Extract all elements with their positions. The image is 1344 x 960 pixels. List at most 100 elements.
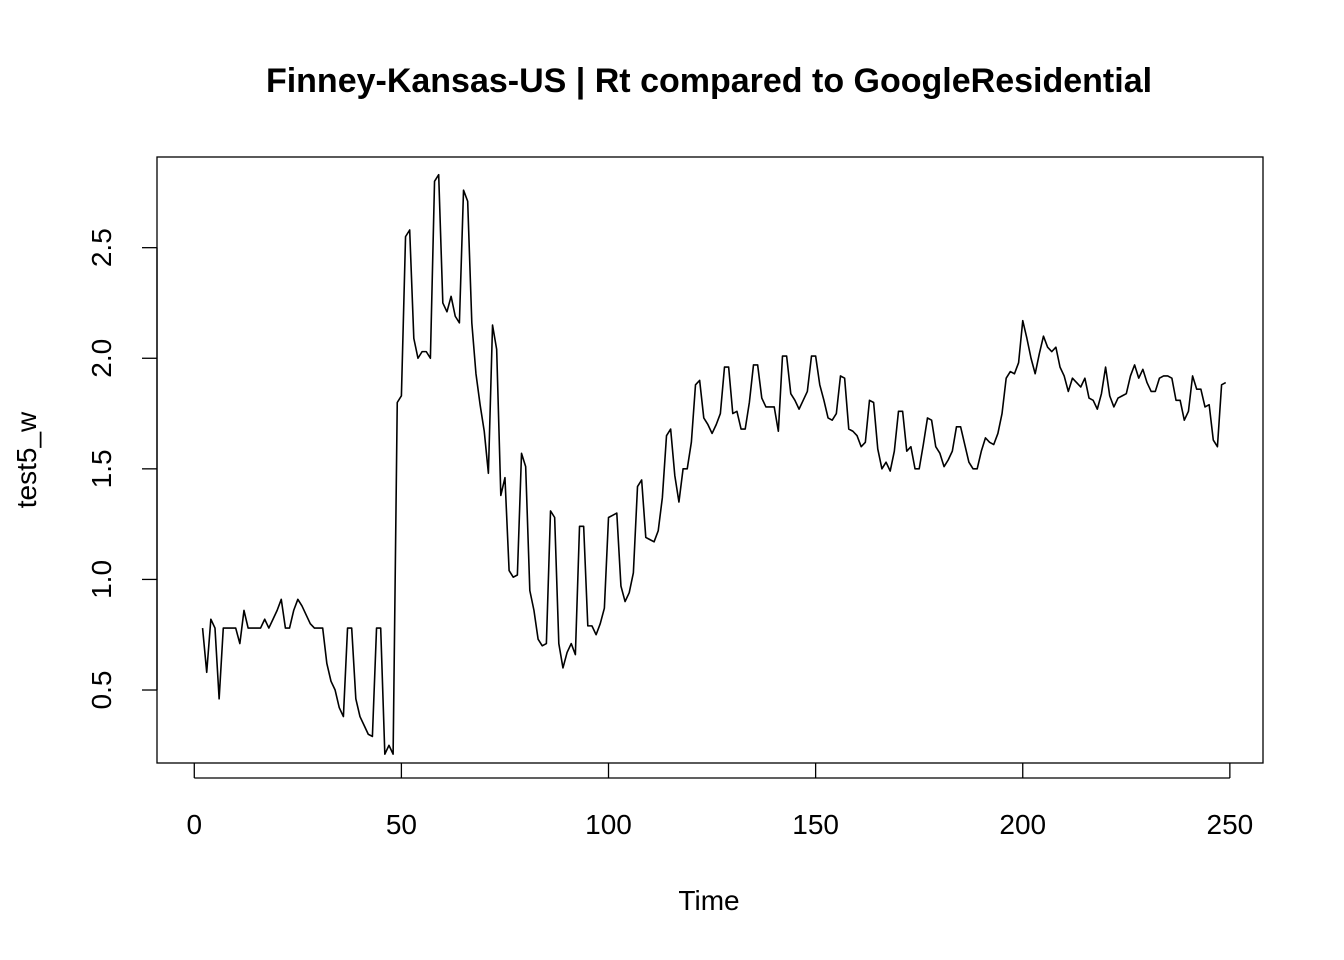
data-point (695, 384, 696, 385)
data-point (1080, 387, 1081, 388)
y-tick-label: 2.5 (86, 228, 117, 267)
data-point (343, 716, 344, 717)
data-point (608, 517, 609, 518)
data-point (600, 623, 601, 624)
data-point (794, 400, 795, 401)
data-point (1101, 393, 1102, 394)
data-point (761, 398, 762, 399)
data-point (500, 495, 501, 496)
data-point (1171, 378, 1172, 379)
data-point (517, 575, 518, 576)
data-point (1163, 375, 1164, 376)
data-point (712, 433, 713, 434)
data-point (790, 393, 791, 394)
data-point (666, 435, 667, 436)
data-point (297, 599, 298, 600)
series-points (202, 174, 1226, 754)
data-point (620, 586, 621, 587)
data-point (397, 402, 398, 403)
data-point (604, 608, 605, 609)
data-point (973, 468, 974, 469)
data-point (318, 628, 319, 629)
data-point (848, 429, 849, 430)
data-point (488, 473, 489, 474)
data-point (948, 460, 949, 461)
data-point (596, 634, 597, 635)
data-point (446, 311, 447, 312)
data-point (736, 411, 737, 412)
data-point (1072, 378, 1073, 379)
data-point (1018, 362, 1019, 363)
data-point (525, 466, 526, 467)
x-axis: 0 50 100 150 200 250 (186, 763, 1253, 840)
data-point (455, 316, 456, 317)
data-point (335, 690, 336, 691)
data-point (571, 643, 572, 644)
data-point (314, 628, 315, 629)
data-point (1221, 384, 1222, 385)
data-point (877, 448, 878, 449)
data-point (1159, 378, 1160, 379)
data-point (239, 643, 240, 644)
y-axis-label: test5_w (11, 411, 42, 508)
data-point (384, 754, 385, 755)
data-point (243, 610, 244, 611)
data-point (277, 610, 278, 611)
data-point (546, 643, 547, 644)
data-point (1055, 347, 1056, 348)
data-point (347, 628, 348, 629)
data-point (1097, 409, 1098, 410)
data-point (832, 420, 833, 421)
data-point (355, 698, 356, 699)
data-point (326, 663, 327, 664)
data-point (1151, 391, 1152, 392)
data-point (964, 444, 965, 445)
data-point (745, 429, 746, 430)
data-point (703, 417, 704, 418)
data-point (625, 601, 626, 602)
data-point (699, 380, 700, 381)
data-point (480, 404, 481, 405)
data-point (289, 628, 290, 629)
data-point (1205, 406, 1206, 407)
data-point (587, 625, 588, 626)
y-tick-label: 1.0 (86, 560, 117, 599)
data-point (670, 429, 671, 430)
data-point (836, 413, 837, 414)
data-point (741, 429, 742, 430)
data-point (662, 497, 663, 498)
data-point (364, 725, 365, 726)
data-point (380, 628, 381, 629)
data-point (840, 375, 841, 376)
data-point (1217, 446, 1218, 447)
data-point (264, 619, 265, 620)
data-point (716, 424, 717, 425)
data-point (927, 417, 928, 418)
data-point (707, 424, 708, 425)
y-tick-label: 0.5 (86, 671, 117, 710)
data-point (1064, 375, 1065, 376)
data-point (720, 413, 721, 414)
data-point (306, 614, 307, 615)
data-point (724, 367, 725, 368)
data-point (434, 181, 435, 182)
data-point (1122, 395, 1123, 396)
data-point (231, 628, 232, 629)
data-point (993, 444, 994, 445)
data-point (401, 395, 402, 396)
data-point (223, 628, 224, 629)
data-point (674, 475, 675, 476)
data-point (910, 446, 911, 447)
data-point (227, 628, 228, 629)
y-tick-label: 2.0 (86, 339, 117, 378)
data-point (538, 639, 539, 640)
data-point (405, 236, 406, 237)
data-point (1138, 378, 1139, 379)
x-tick-label: 100 (585, 809, 632, 840)
data-point (558, 643, 559, 644)
data-point (562, 667, 563, 668)
x-tick-label: 150 (792, 809, 839, 840)
data-point (583, 526, 584, 527)
data-point (210, 619, 211, 620)
data-point (919, 468, 920, 469)
